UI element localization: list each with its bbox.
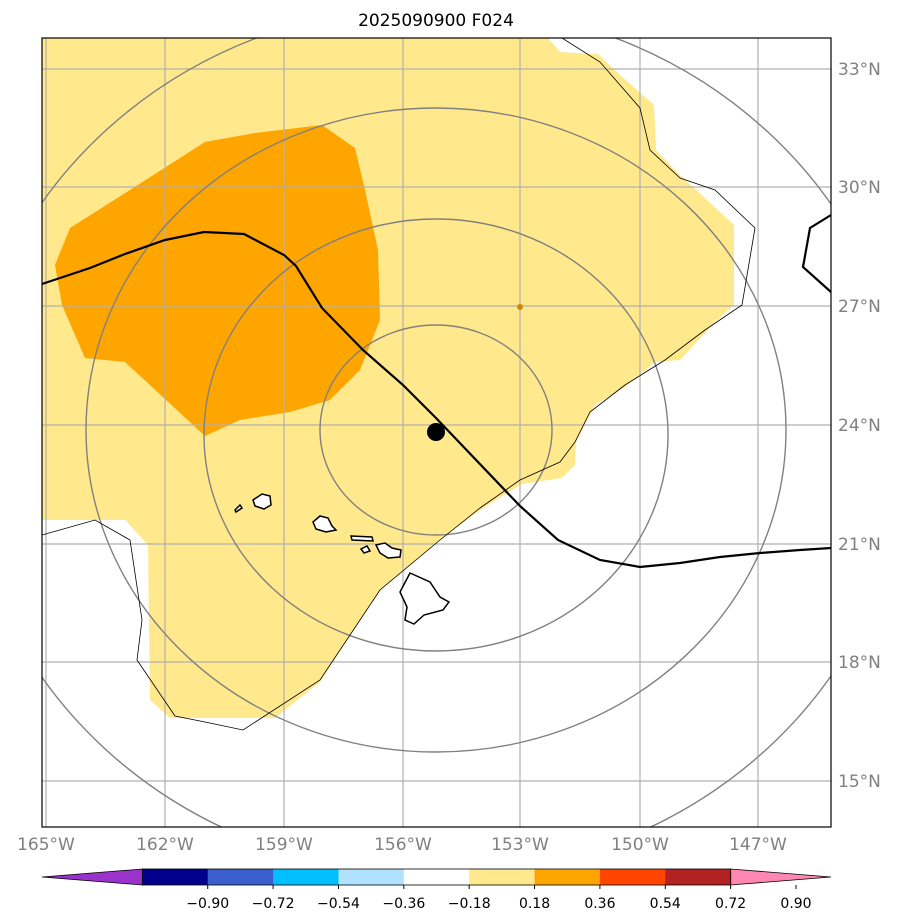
- colorbar-tick-label: 0.54: [650, 896, 681, 912]
- lon-label-150: 150°W: [611, 835, 669, 855]
- colorbar-segment: [599, 869, 666, 885]
- colorbar-extend-max: [730, 868, 832, 886]
- colorbar-segment: [338, 869, 405, 885]
- small-feature-dot: [517, 304, 523, 310]
- colorbar-tick-label: −0.72: [252, 896, 295, 912]
- hawaiian-islands: [234, 493, 451, 625]
- colorbar-segment: [403, 869, 470, 885]
- lon-label-162: 162°W: [136, 835, 194, 855]
- colorbar-tick-label: 0.18: [519, 896, 550, 912]
- colorbar-tick-label: 0.72: [715, 896, 746, 912]
- range-rings: [42, 38, 831, 827]
- lat-tick-labels: 33°N 30°N 27°N 24°N 21°N 18°N 15°N: [838, 60, 881, 792]
- island-molokai: [350, 535, 374, 542]
- island-maui: [374, 542, 402, 559]
- lon-tick-labels: 165°W 162°W 159°W 156°W 153°W 150°W 147°…: [17, 835, 787, 855]
- lat-label-15: 15°N: [838, 772, 881, 792]
- island-lanai: [359, 545, 372, 554]
- lat-label-24: 24°N: [838, 416, 881, 436]
- storm-track: [42, 214, 831, 569]
- lat-label-18: 18°N: [838, 653, 881, 673]
- colorbar-segment: [534, 869, 601, 885]
- colorbar-frame: [141, 868, 732, 886]
- lon-label-159: 159°W: [255, 835, 313, 855]
- colorbar-extend-min: [41, 868, 143, 886]
- island-kauai: [252, 493, 272, 510]
- colorbar-tick-label: −0.18: [448, 896, 491, 912]
- colorbar-tick-label: 0.90: [780, 896, 811, 912]
- colorbar-tick-label: −0.36: [382, 896, 425, 912]
- map-title: 2025090900 F024: [358, 11, 514, 31]
- island-oahu: [312, 515, 338, 533]
- colorbar-segment: [469, 869, 536, 885]
- colorbar-tick-label: 0.36: [584, 896, 615, 912]
- colorbar-segment: [273, 869, 339, 885]
- map-frame: [41, 37, 832, 828]
- range-ring-1: [319, 324, 553, 536]
- colorbar-segment: [142, 869, 209, 885]
- map-panel: [42, 38, 831, 827]
- colorbar-tick-label: −0.90: [186, 896, 229, 912]
- island-niihau: [234, 503, 244, 514]
- lat-label-33: 33°N: [838, 60, 881, 80]
- lon-label-165: 165°W: [17, 835, 75, 855]
- range-ring-3: [85, 107, 787, 753]
- lon-label-147: 147°W: [729, 835, 787, 855]
- storm-center-marker: [427, 423, 445, 441]
- lon-label-156: 156°W: [374, 835, 432, 855]
- colorbar-segment: [665, 869, 732, 885]
- colorbar: −0.90 −0.72 −0.54 −0.36 −0.18 0.18 0.36 0.54 0.7…: [41, 868, 832, 912]
- lon-label-153: 153°W: [491, 835, 549, 855]
- colorbar-segment: [207, 869, 274, 885]
- lat-label-21: 21°N: [838, 535, 881, 555]
- lat-label-30: 30°N: [838, 178, 881, 198]
- graticule: [42, 38, 831, 827]
- anomaly-fill-orange: [55, 125, 380, 436]
- colorbar-tick-label: −0.54: [317, 896, 360, 912]
- island-big-island: [399, 572, 451, 625]
- lat-label-27: 27°N: [838, 297, 881, 317]
- contour-lines: [42, 38, 756, 731]
- range-ring-2: [203, 218, 669, 652]
